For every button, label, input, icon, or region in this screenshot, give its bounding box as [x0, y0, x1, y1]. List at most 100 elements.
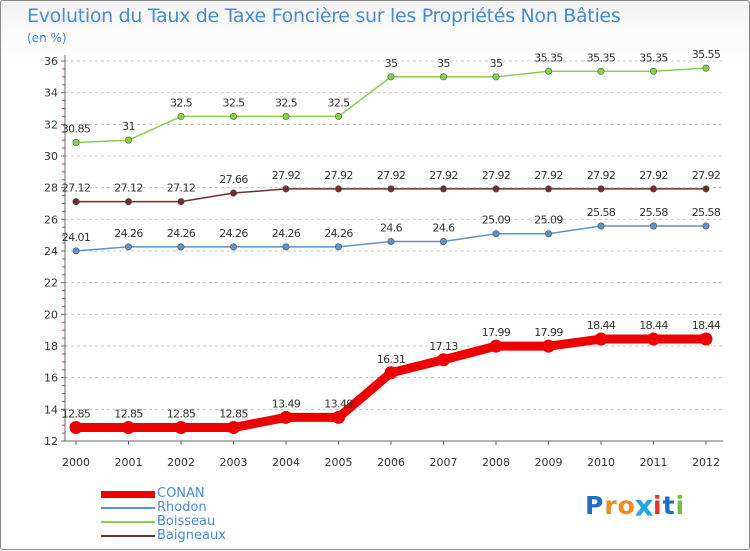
data-point-baigneaux — [334, 185, 342, 193]
data-label-baigneaux: 27.92 — [324, 169, 353, 182]
y-tick-label: 24 — [44, 245, 58, 258]
y-tick-label: 28 — [44, 182, 58, 195]
data-point-rhodon — [177, 243, 185, 251]
y-tick-label: 30 — [44, 150, 58, 163]
legend: CONAN Rhodon Boisseau Baigneaux — [101, 487, 226, 543]
data-label-boisseau: 35.55 — [692, 48, 721, 61]
data-point-baigneaux — [125, 198, 133, 206]
legend-item: CONAN — [101, 487, 226, 501]
data-label-rhodon: 24.26 — [114, 227, 143, 240]
data-label-conan: 18.44 — [587, 319, 616, 332]
data-label-rhodon: 25.09 — [482, 214, 511, 227]
data-point-rhodon — [230, 243, 238, 251]
data-point-conan — [437, 353, 450, 367]
x-tick-label: 2007 — [430, 456, 458, 469]
data-label-baigneaux: 27.92 — [639, 169, 668, 182]
data-point-boisseau — [334, 112, 342, 120]
y-tick-label: 20 — [44, 308, 58, 321]
legend-swatch — [101, 521, 155, 523]
y-tick-label: 14 — [44, 403, 58, 416]
logo-letter: P — [585, 491, 605, 520]
data-label-conan: 18.44 — [639, 319, 668, 332]
data-label-baigneaux: 27.12 — [62, 182, 91, 195]
data-label-conan: 13.49 — [272, 397, 301, 410]
data-point-boisseau — [492, 73, 500, 81]
data-point-rhodon — [439, 238, 447, 246]
y-tick-label: 22 — [44, 277, 58, 290]
x-tick-label: 2006 — [377, 456, 405, 469]
data-point-conan — [699, 332, 713, 346]
data-point-conan — [332, 410, 345, 424]
legend-label: CONAN — [157, 486, 205, 501]
data-label-baigneaux: 27.92 — [377, 169, 406, 182]
data-point-rhodon — [597, 222, 605, 230]
data-label-conan: 17.13 — [429, 340, 458, 353]
x-tick-label: 2002 — [167, 456, 195, 469]
data-label-conan: 12.85 — [167, 408, 196, 421]
x-tick-label: 2001 — [115, 456, 143, 469]
data-label-boisseau: 35 — [385, 57, 398, 70]
data-label-baigneaux: 27.66 — [219, 173, 248, 186]
series-lines — [69, 64, 713, 435]
logo-letter: o — [617, 491, 636, 520]
data-point-conan — [174, 421, 188, 435]
legend-swatch — [101, 490, 155, 498]
data-point-boisseau — [230, 112, 238, 120]
data-label-rhodon: 24.26 — [219, 227, 248, 240]
legend-swatch — [101, 507, 155, 509]
gridlines — [65, 60, 723, 410]
x-tick-label: 2000 — [62, 456, 90, 469]
data-point-boisseau — [387, 73, 395, 81]
data-label-rhodon: 24.01 — [62, 231, 91, 244]
data-point-rhodon — [492, 230, 500, 238]
data-point-rhodon — [387, 238, 395, 246]
legend-label: Boisseau — [157, 514, 216, 529]
data-label-rhodon: 25.58 — [639, 206, 668, 219]
x-tick-label: 2005 — [325, 456, 353, 469]
data-labels: 12.85 12.85 12.85 12.85 13.49 13.49 16.31 17.13… — [62, 48, 722, 421]
data-point-baigneaux — [439, 185, 447, 193]
data-point-boisseau — [177, 112, 185, 120]
x-tick-label: 2011 — [640, 456, 668, 469]
data-label-boisseau: 35 — [437, 57, 450, 70]
data-label-rhodon: 24.26 — [324, 227, 353, 240]
data-point-baigneaux — [492, 185, 500, 193]
logo-letter: x — [634, 488, 655, 523]
legend-item: Baigneaux — [101, 529, 226, 543]
data-label-conan: 13.49 — [324, 397, 353, 410]
data-point-rhodon — [544, 230, 552, 238]
data-label-boisseau: 32.5 — [275, 96, 298, 109]
y-tick-label: 26 — [44, 213, 58, 226]
data-point-conan — [227, 421, 240, 435]
data-label-baigneaux: 27.92 — [692, 169, 721, 182]
data-point-boisseau — [597, 67, 605, 75]
data-point-baigneaux — [72, 198, 80, 206]
data-label-rhodon: 24.6 — [380, 222, 403, 235]
data-label-conan: 12.85 — [219, 408, 248, 421]
data-point-boisseau — [702, 64, 710, 72]
data-label-baigneaux: 27.12 — [167, 182, 196, 195]
y-tick-label: 12 — [44, 435, 58, 448]
data-label-boisseau: 31 — [122, 120, 135, 133]
data-point-rhodon — [282, 243, 290, 251]
data-label-baigneaux: 27.92 — [587, 169, 616, 182]
x-tick-label: 2008 — [482, 456, 510, 469]
data-label-boisseau: 35.35 — [587, 51, 616, 64]
data-point-conan — [122, 421, 135, 435]
data-label-boisseau: 30.85 — [62, 123, 91, 136]
data-point-rhodon — [649, 222, 657, 230]
data-point-rhodon — [334, 243, 342, 251]
data-point-conan — [542, 339, 555, 353]
y-tick-label: 18 — [44, 340, 58, 353]
x-tick-label: 2009 — [535, 456, 563, 469]
data-point-baigneaux — [702, 185, 710, 193]
logo-letter: i — [653, 491, 663, 520]
data-point-boisseau — [439, 73, 447, 81]
y-axis-unit-label: (en %) — [27, 31, 67, 45]
data-label-boisseau: 35.35 — [639, 51, 668, 64]
chart-title: Evolution du Taux de Taxe Foncière sur l… — [27, 5, 621, 27]
data-label-baigneaux: 27.92 — [482, 169, 511, 182]
data-label-rhodon: 24.26 — [167, 227, 196, 240]
data-point-baigneaux — [597, 185, 605, 193]
logo-letter: r — [604, 491, 618, 520]
